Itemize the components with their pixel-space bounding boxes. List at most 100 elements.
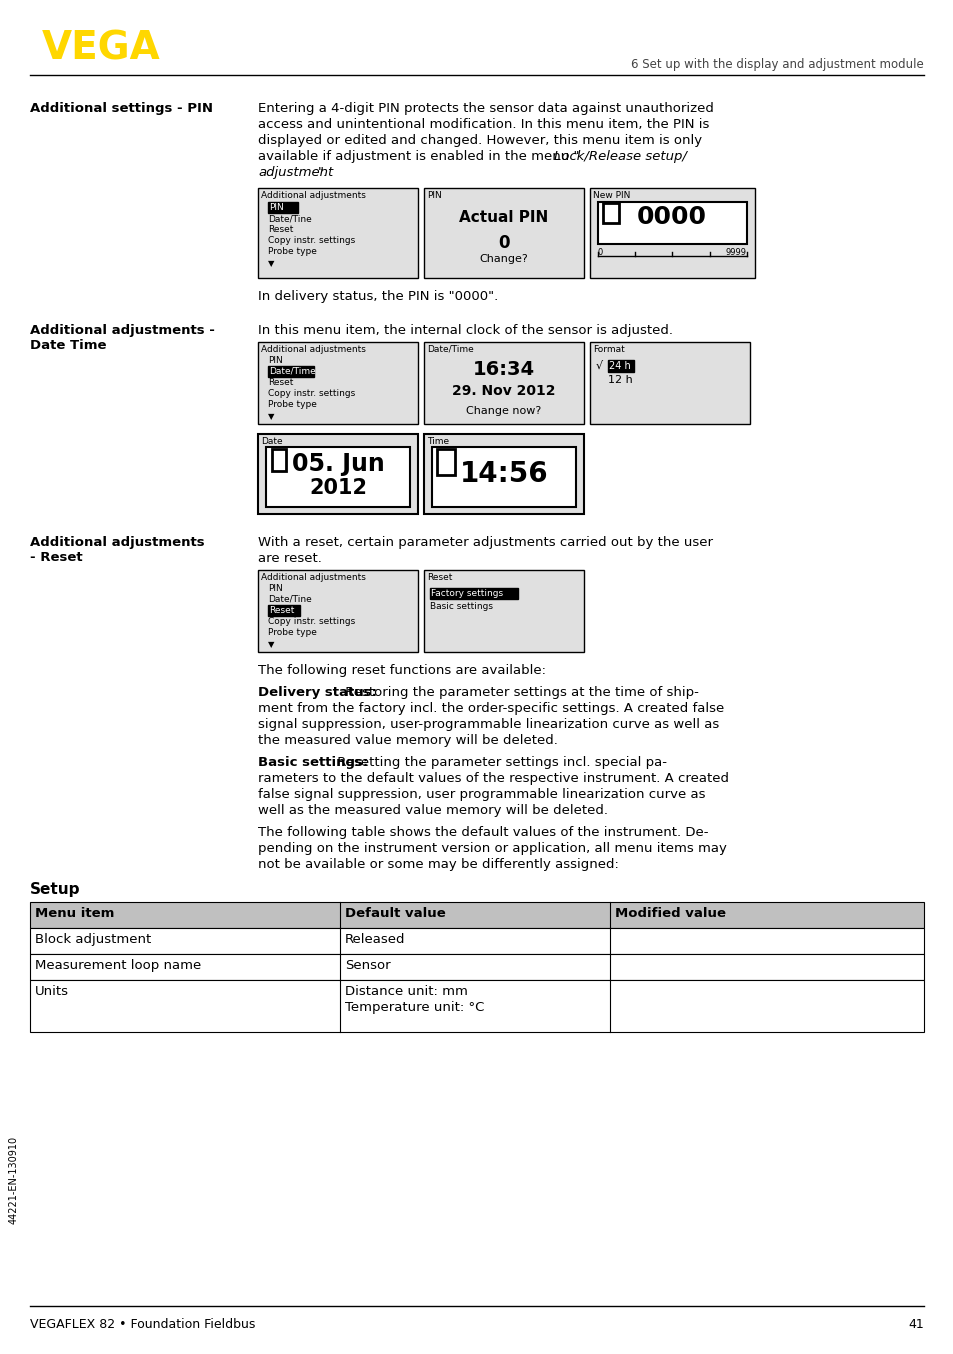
Text: well as the measured value memory will be deleted.: well as the measured value memory will b…: [257, 804, 607, 816]
Text: Probe type: Probe type: [268, 399, 316, 409]
Text: Temperature unit: °C: Temperature unit: °C: [345, 1001, 484, 1014]
Text: 05. Jun: 05. Jun: [292, 452, 384, 477]
Bar: [257, 570, 417, 653]
Text: 24 h: 24 h: [608, 362, 630, 371]
Text: Change?: Change?: [479, 255, 528, 264]
Text: ment from the factory incl. the order-specific settings. A created false: ment from the factory incl. the order-sp…: [257, 701, 723, 715]
Bar: [423, 570, 583, 653]
Text: Additional adjustments -: Additional adjustments -: [30, 324, 214, 337]
Text: Date/Tine: Date/Tine: [268, 594, 312, 604]
Text: Date/Tine: Date/Tine: [268, 214, 312, 223]
Text: Setup: Setup: [30, 881, 80, 896]
Text: Resetting the parameter settings incl. special pa-: Resetting the parameter settings incl. s…: [333, 756, 666, 769]
Text: available if adjustment is enabled in the menu ": available if adjustment is enabled in th…: [257, 150, 578, 162]
Text: Change now?: Change now?: [466, 406, 541, 416]
Bar: [423, 188, 583, 278]
Bar: [423, 343, 583, 424]
Text: ▼: ▼: [268, 412, 274, 421]
Text: Entering a 4-digit PIN protects the sensor data against unauthorized: Entering a 4-digit PIN protects the sens…: [257, 102, 713, 115]
Text: not be available or some may be differently assigned:: not be available or some may be differen…: [257, 858, 618, 871]
Bar: [268, 605, 299, 616]
Text: 29. Nov 2012: 29. Nov 2012: [452, 385, 556, 398]
Text: Format: Format: [593, 345, 624, 353]
Text: ".: ".: [317, 167, 328, 179]
Text: Date/Time: Date/Time: [427, 345, 474, 353]
Text: PIN: PIN: [269, 203, 283, 213]
Text: Sensor: Sensor: [345, 959, 390, 972]
Text: Basic settings:: Basic settings:: [257, 756, 368, 769]
Bar: [257, 188, 417, 278]
Text: Menu item: Menu item: [35, 907, 114, 919]
Text: Reset: Reset: [427, 573, 452, 582]
Text: Probe type: Probe type: [268, 246, 316, 256]
Text: VEGAFLEX 82 • Foundation Fieldbus: VEGAFLEX 82 • Foundation Fieldbus: [30, 1317, 255, 1331]
Bar: [272, 450, 286, 471]
Text: The following reset functions are available:: The following reset functions are availa…: [257, 663, 545, 677]
Text: Additional adjustments: Additional adjustments: [30, 536, 204, 548]
Bar: [589, 188, 754, 278]
Text: Lock/Release setup/: Lock/Release setup/: [554, 150, 686, 162]
Text: Default value: Default value: [345, 907, 445, 919]
Bar: [257, 435, 417, 515]
Text: ▼: ▼: [268, 640, 274, 649]
Text: Copy instr. settings: Copy instr. settings: [268, 389, 355, 398]
Text: Measurement loop name: Measurement loop name: [35, 959, 201, 972]
Text: Date/Time: Date/Time: [269, 367, 315, 376]
Bar: [430, 588, 517, 598]
Text: 2012: 2012: [309, 478, 367, 498]
Text: 0: 0: [497, 234, 509, 252]
Text: access and unintentional modification. In this menu item, the PIN is: access and unintentional modification. I…: [257, 118, 709, 131]
Bar: [30, 927, 923, 955]
Text: 0000: 0000: [637, 204, 706, 229]
Bar: [423, 435, 583, 515]
Bar: [30, 902, 923, 927]
Bar: [268, 202, 297, 213]
Text: Basic settings: Basic settings: [430, 603, 493, 611]
Text: Reset: Reset: [269, 607, 294, 615]
Text: The following table shows the default values of the instrument. De-: The following table shows the default va…: [257, 826, 708, 839]
Text: Date Time: Date Time: [30, 338, 107, 352]
Text: ▼: ▼: [268, 259, 274, 268]
Text: With a reset, certain parameter adjustments carried out by the user: With a reset, certain parameter adjustme…: [257, 536, 712, 548]
Text: 16:34: 16:34: [473, 360, 535, 379]
Text: pending on the instrument version or application, all menu items may: pending on the instrument version or app…: [257, 842, 726, 854]
Text: 14:56: 14:56: [459, 460, 548, 487]
Text: are reset.: are reset.: [257, 552, 321, 565]
Text: Released: Released: [345, 933, 405, 946]
Text: New PIN: New PIN: [593, 191, 630, 200]
Bar: [268, 366, 314, 376]
Text: PIN: PIN: [268, 356, 282, 366]
Text: Reset: Reset: [268, 378, 294, 387]
Text: Delivery status:: Delivery status:: [257, 686, 376, 699]
Text: In this menu item, the internal clock of the sensor is adjusted.: In this menu item, the internal clock of…: [257, 324, 672, 337]
Text: adjustment: adjustment: [257, 167, 333, 179]
Bar: [602, 203, 618, 223]
Text: displayed or edited and changed. However, this menu item is only: displayed or edited and changed. However…: [257, 134, 701, 148]
Text: signal suppression, user-programmable linearization curve as well as: signal suppression, user-programmable li…: [257, 718, 719, 731]
Text: Units: Units: [35, 984, 69, 998]
Text: false signal suppression, user programmable linearization curve as: false signal suppression, user programma…: [257, 788, 705, 802]
Bar: [589, 343, 749, 424]
Text: Distance unit: mm: Distance unit: mm: [345, 984, 467, 998]
Text: Probe type: Probe type: [268, 628, 316, 636]
Text: Restoring the parameter settings at the time of ship-: Restoring the parameter settings at the …: [340, 686, 699, 699]
Bar: [30, 980, 923, 1032]
Text: Copy instr. settings: Copy instr. settings: [268, 617, 355, 626]
Text: 12 h: 12 h: [607, 375, 632, 385]
Text: Factory settings: Factory settings: [431, 589, 502, 598]
Text: VEGA: VEGA: [42, 30, 161, 68]
Bar: [266, 447, 410, 506]
Text: 6 Set up with the display and adjustment module: 6 Set up with the display and adjustment…: [631, 58, 923, 70]
Text: Modified value: Modified value: [615, 907, 725, 919]
Text: 9999: 9999: [725, 248, 746, 257]
Text: Actual PIN: Actual PIN: [459, 210, 548, 225]
Text: Additional settings - PIN: Additional settings - PIN: [30, 102, 213, 115]
Text: 44221-EN-130910: 44221-EN-130910: [9, 1136, 19, 1224]
Text: rameters to the default values of the respective instrument. A created: rameters to the default values of the re…: [257, 772, 728, 785]
Bar: [257, 343, 417, 424]
Text: Additional adjustments: Additional adjustments: [261, 345, 366, 353]
Bar: [607, 360, 634, 372]
Text: 41: 41: [907, 1317, 923, 1331]
Text: Date: Date: [261, 437, 282, 445]
Text: Block adjustment: Block adjustment: [35, 933, 152, 946]
